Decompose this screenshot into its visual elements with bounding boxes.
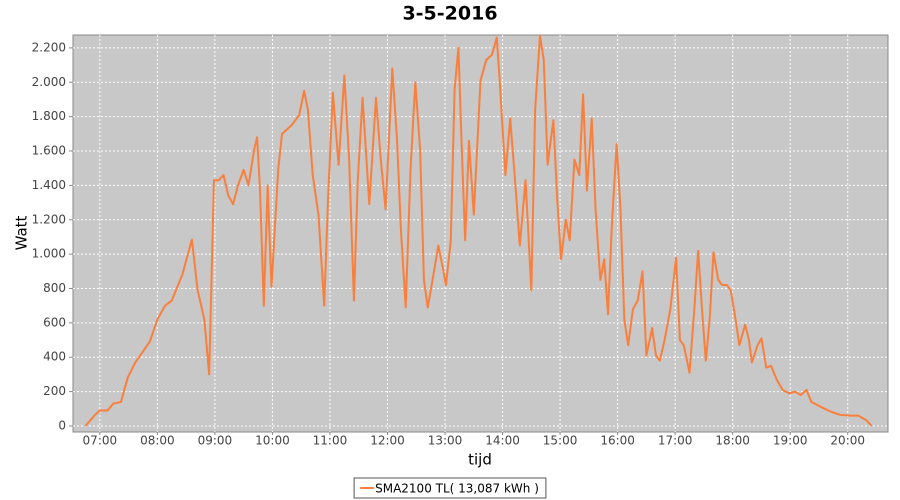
- x-tick-label: 12:00: [370, 434, 405, 448]
- y-tick-label: 1.600: [32, 144, 66, 158]
- x-tick-label: 16:00: [600, 434, 635, 448]
- y-tick-label: 1.400: [32, 178, 66, 192]
- y-tick-label: 1.200: [32, 212, 66, 226]
- x-tick-label: 11:00: [313, 434, 348, 448]
- legend: [353, 477, 547, 499]
- x-tick-label: 17:00: [658, 434, 693, 448]
- y-tick-label: 2.200: [32, 40, 66, 54]
- x-tick-label: 19:00: [773, 434, 808, 448]
- y-tick-label: 1.000: [32, 247, 66, 261]
- x-tick-label: 08:00: [140, 434, 175, 448]
- y-axis-label: Watt: [13, 215, 31, 250]
- x-tick-label: 10:00: [255, 434, 290, 448]
- x-tick-label: 20:00: [830, 434, 865, 448]
- legend-label: SMA2100 TL( 13,087 kWh ): [375, 482, 539, 496]
- x-axis-label: tijd: [468, 451, 492, 469]
- x-tick-label: 13:00: [428, 434, 463, 448]
- x-tick-label: 07:00: [83, 434, 118, 448]
- chart-title: 3-5-2016: [402, 3, 497, 25]
- data-line: [84, 34, 873, 427]
- x-tick-label: 18:00: [715, 434, 750, 448]
- x-tick-label: 15:00: [543, 434, 578, 448]
- x-tick-label: 14:00: [485, 434, 520, 448]
- y-tick-label: 0: [58, 418, 66, 432]
- y-tick-label: 600: [43, 315, 66, 329]
- y-tick-label: 1.800: [32, 109, 66, 123]
- x-tick-label: 09:00: [198, 434, 233, 448]
- series: [84, 34, 873, 427]
- y-tick-label: 200: [43, 384, 66, 398]
- y-tick-label: 2.000: [32, 75, 66, 89]
- y-tick-label: 800: [43, 281, 66, 295]
- y-tick-label: 400: [43, 350, 66, 364]
